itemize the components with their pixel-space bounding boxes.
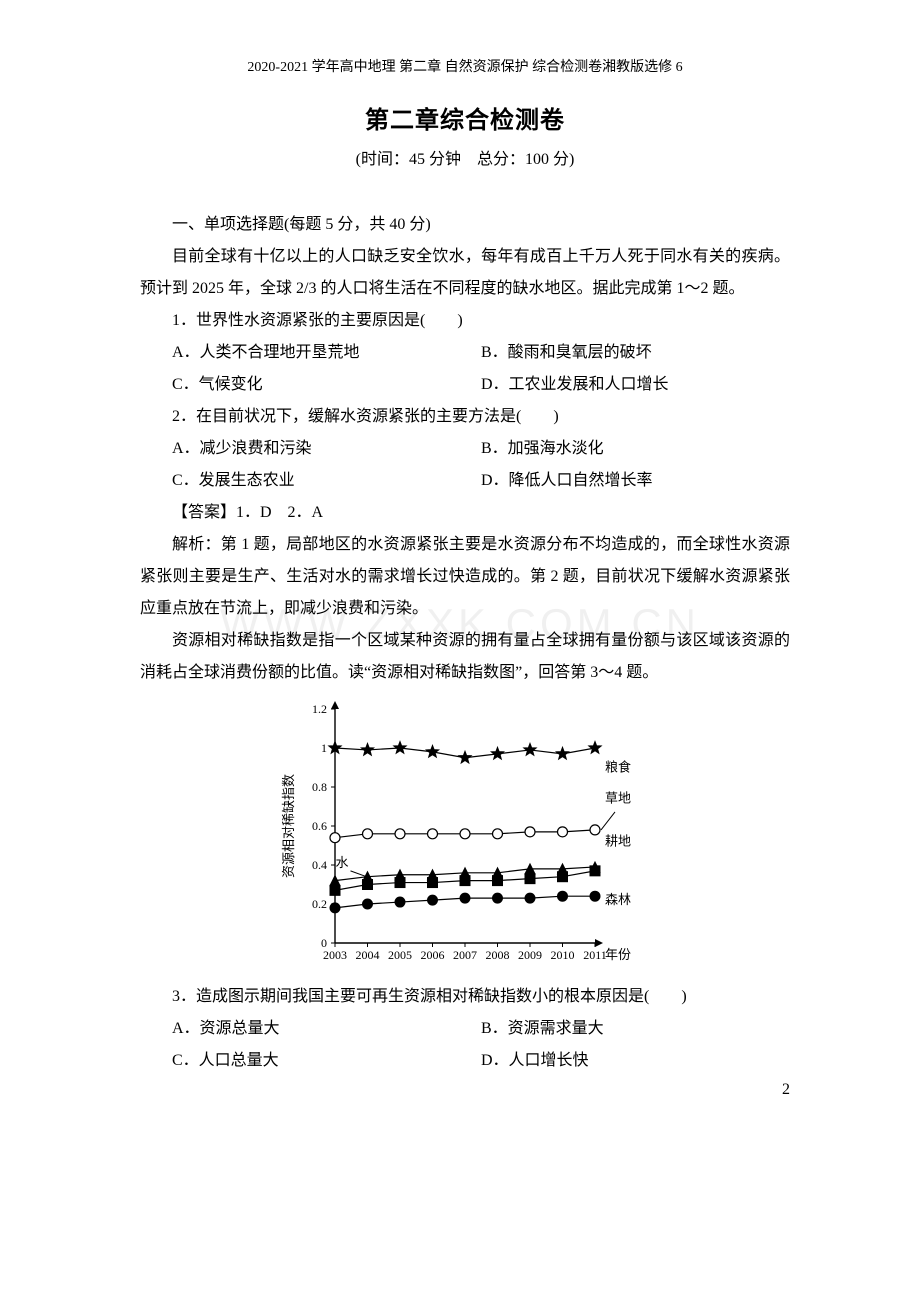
svg-text:草地: 草地 bbox=[605, 791, 631, 806]
q3-option-b: B．资源需求量大 bbox=[481, 1013, 790, 1045]
q2-options-row1: A．减少浪费和污染 B．加强海水淡化 bbox=[140, 433, 790, 465]
subtitle: (时间：45 分钟 总分：100 分) bbox=[140, 145, 790, 169]
page-title: 第二章综合检测卷 bbox=[140, 100, 790, 135]
intro-passage-1: 目前全球有十亿以上的人口缺乏安全饮水，每年有成百上千万人死于同水有关的疾病。预计… bbox=[140, 241, 790, 305]
svg-text:粮食: 粮食 bbox=[605, 760, 631, 775]
svg-text:年份: 年份 bbox=[605, 947, 631, 962]
running-header: 2020-2021 学年高中地理 第二章 自然资源保护 综合检测卷湘教版选修 6 bbox=[140, 56, 790, 76]
scarcity-chart-wrap: 00.20.40.60.811.220032004200520062007200… bbox=[140, 697, 790, 977]
svg-text:2003: 2003 bbox=[323, 948, 347, 962]
q2-option-d: D．降低人口自然增长率 bbox=[481, 465, 790, 497]
explain-1-2: 解析：第 1 题，局部地区的水资源紧张主要是水资源分布不均造成的，而全球性水资源… bbox=[140, 529, 790, 625]
svg-text:1: 1 bbox=[321, 741, 327, 755]
answer-1-2: 【答案】1．D 2．A bbox=[140, 497, 790, 529]
q1-option-b: B．酸雨和臭氧层的破坏 bbox=[481, 337, 790, 369]
svg-text:0.2: 0.2 bbox=[312, 897, 327, 911]
svg-text:资源相对稀缺指数: 资源相对稀缺指数 bbox=[281, 774, 296, 878]
q3-option-d: D．人口增长快 bbox=[481, 1045, 790, 1077]
svg-text:森林: 森林 bbox=[605, 892, 631, 907]
q2-option-a: A．减少浪费和污染 bbox=[172, 433, 481, 465]
q1-stem: 1．世界性水资源紧张的主要原因是( ) bbox=[140, 305, 790, 337]
svg-text:2007: 2007 bbox=[453, 948, 477, 962]
svg-text:0.6: 0.6 bbox=[312, 819, 327, 833]
svg-text:2008: 2008 bbox=[486, 948, 510, 962]
page: WWW.ZXXK.COM.CN 2020-2021 学年高中地理 第二章 自然资… bbox=[0, 0, 920, 1117]
q1-options-row2: C．气候变化 D．工农业发展和人口增长 bbox=[140, 369, 790, 401]
q2-stem: 2．在目前状况下，缓解水资源紧张的主要方法是( ) bbox=[140, 401, 790, 433]
svg-text:2006: 2006 bbox=[421, 948, 445, 962]
q3-stem: 3．造成图示期间我国主要可再生资源相对稀缺指数小的根本原因是( ) bbox=[140, 981, 790, 1013]
q1-option-d: D．工农业发展和人口增长 bbox=[481, 369, 790, 401]
svg-text:水: 水 bbox=[335, 855, 348, 870]
q3-options-row1: A．资源总量大 B．资源需求量大 bbox=[140, 1013, 790, 1045]
q2-option-c: C．发展生态农业 bbox=[172, 465, 481, 497]
intro-passage-2: 资源相对稀缺指数是指一个区域某种资源的拥有量占全球拥有量份额与该区域该资源的消耗… bbox=[140, 625, 790, 689]
q2-options-row2: C．发展生态农业 D．降低人口自然增长率 bbox=[140, 465, 790, 497]
scarcity-chart: 00.20.40.60.811.220032004200520062007200… bbox=[275, 697, 655, 977]
svg-text:耕地: 耕地 bbox=[605, 834, 631, 849]
svg-text:0.4: 0.4 bbox=[312, 858, 327, 872]
section-heading: 一、单项选择题(每题 5 分，共 40 分) bbox=[140, 209, 790, 241]
svg-text:1.2: 1.2 bbox=[312, 702, 327, 716]
svg-text:0.8: 0.8 bbox=[312, 780, 327, 794]
q3-option-c: C．人口总量大 bbox=[172, 1045, 481, 1077]
svg-text:2005: 2005 bbox=[388, 948, 412, 962]
q3-option-a: A．资源总量大 bbox=[172, 1013, 481, 1045]
q3-options-row2: C．人口总量大 D．人口增长快 bbox=[140, 1045, 790, 1077]
svg-text:2009: 2009 bbox=[518, 948, 542, 962]
q1-options-row1: A．人类不合理地开垦荒地 B．酸雨和臭氧层的破坏 bbox=[140, 337, 790, 369]
svg-text:2011: 2011 bbox=[583, 948, 607, 962]
page-number: 2 bbox=[782, 1081, 790, 1099]
svg-text:2010: 2010 bbox=[551, 948, 575, 962]
svg-text:2004: 2004 bbox=[356, 948, 380, 962]
q1-option-c: C．气候变化 bbox=[172, 369, 481, 401]
q2-option-b: B．加强海水淡化 bbox=[481, 433, 790, 465]
q1-option-a: A．人类不合理地开垦荒地 bbox=[172, 337, 481, 369]
